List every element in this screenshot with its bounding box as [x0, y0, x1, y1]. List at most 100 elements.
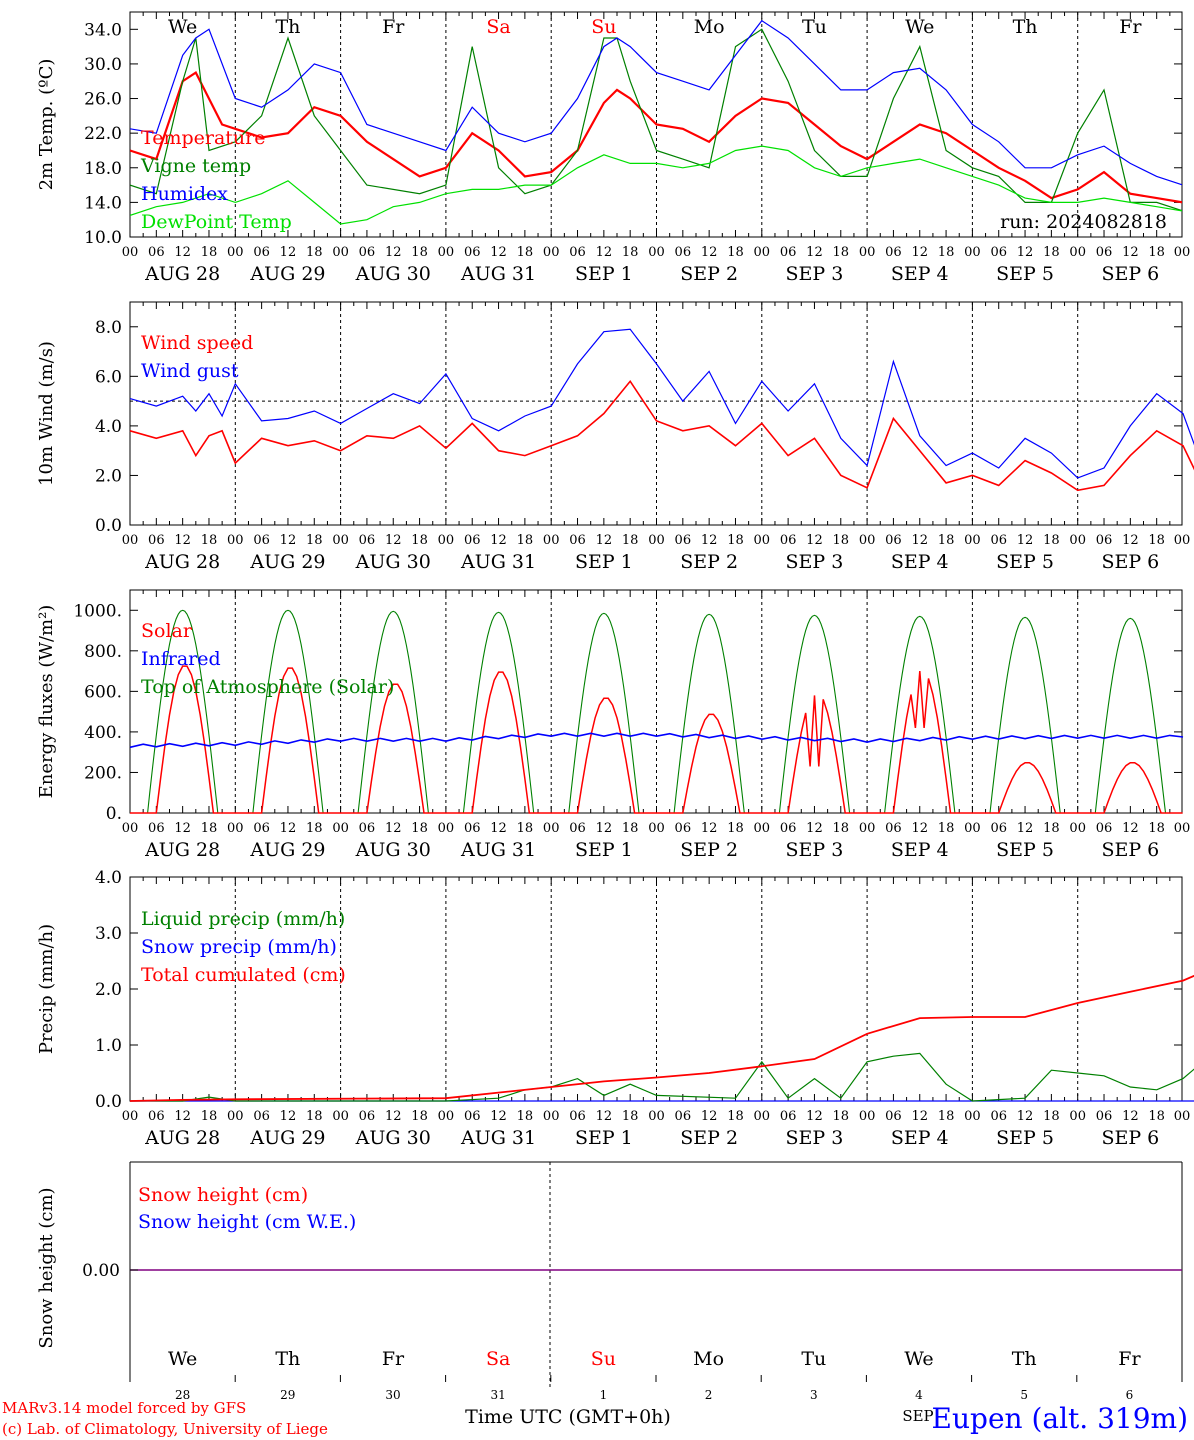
hour-tick-label: 06: [359, 533, 376, 548]
hour-tick-label: 06: [148, 1109, 165, 1124]
weekday-label: We: [904, 1348, 933, 1370]
hour-tick-label: 00: [1174, 533, 1191, 548]
hour-tick-label: 12: [385, 1109, 402, 1124]
hour-tick-label: 12: [385, 821, 402, 836]
hour-tick-label: 12: [490, 245, 507, 260]
hour-tick-label: 18: [411, 1109, 428, 1124]
series-infrared: [129, 732, 1184, 749]
location-label: Eupen (alt. 319m): [932, 1402, 1188, 1435]
hour-tick-label: 00: [964, 1109, 981, 1124]
weekday-label: Th: [1013, 16, 1038, 38]
date-label: AUG 28: [144, 1127, 220, 1149]
hour-tick-label: 06: [1096, 821, 1113, 836]
hour-tick-label: 06: [253, 821, 270, 836]
hour-tick-label: 06: [359, 821, 376, 836]
date-label: AUG 28: [144, 839, 220, 861]
hour-tick-label: 12: [701, 245, 718, 260]
hour-tick-label: 06: [253, 1109, 270, 1124]
hour-tick-label: 00: [1174, 1109, 1191, 1124]
hour-tick-label: 06: [569, 1109, 586, 1124]
hour-tick-label: 00: [1174, 821, 1191, 836]
day-number: 2: [705, 1388, 713, 1402]
hour-tick-label: 06: [990, 1109, 1007, 1124]
hour-tick-label: 18: [306, 1109, 323, 1124]
hour-tick-label: 12: [1017, 533, 1034, 548]
weekday-label: Sa: [486, 1348, 510, 1370]
hour-tick-label: 18: [833, 245, 850, 260]
date-label: SEP 3: [786, 1127, 844, 1149]
hour-tick-label: 06: [464, 821, 481, 836]
date-label: SEP 3: [786, 551, 844, 573]
date-label: SEP 4: [891, 839, 949, 861]
hour-tick-label: 00: [859, 245, 876, 260]
hour-tick-label: 06: [569, 821, 586, 836]
y-tick-label: 18.0: [84, 159, 122, 179]
hour-tick-label: 06: [253, 245, 270, 260]
date-label: SEP 3: [786, 263, 844, 285]
hour-tick-label: 06: [569, 245, 586, 260]
hour-tick-label: 18: [833, 821, 850, 836]
hour-tick-label: 18: [1148, 1109, 1165, 1124]
legend-entry: Total cumulated (cm): [141, 964, 346, 986]
hour-tick-label: 12: [174, 245, 191, 260]
hour-tick-label: 12: [280, 821, 297, 836]
day-number: 28: [175, 1388, 190, 1402]
hour-tick-label: 18: [938, 245, 955, 260]
series-wind-speed: [129, 379, 1194, 492]
weekday-label: Mo: [693, 1348, 724, 1370]
x-axis-label: Time UTC (GMT+0h): [465, 1406, 671, 1428]
date-label: SEP 5: [996, 1127, 1054, 1149]
date-label: AUG 29: [249, 839, 325, 861]
hour-tick-label: 00: [648, 821, 665, 836]
y-tick-label: 8.0: [95, 318, 122, 338]
hour-tick-label: 00: [754, 533, 771, 548]
series-vigne-temp: [130, 28, 1182, 212]
hour-tick-label: 18: [306, 821, 323, 836]
hour-tick-label: 06: [253, 533, 270, 548]
y-tick-label: 0.0: [95, 516, 122, 536]
hour-tick-label: 06: [990, 245, 1007, 260]
legend-entry: Solar: [141, 620, 193, 642]
series-total-cumulated: [129, 974, 1194, 1102]
weekday-label: Th: [275, 1348, 300, 1370]
hour-tick-label: 12: [596, 821, 613, 836]
hour-tick-label: 06: [675, 533, 692, 548]
hour-tick-label: 00: [648, 245, 665, 260]
weekday-label: Th: [275, 16, 300, 38]
day-number: 4: [915, 1388, 923, 1402]
hour-tick-label: 00: [438, 1109, 455, 1124]
y-tick-label: 200.: [84, 763, 122, 783]
date-label: SEP 6: [1101, 1127, 1159, 1149]
hour-tick-label: 12: [911, 1109, 928, 1124]
date-label: SEP 1: [575, 1127, 633, 1149]
date-label: SEP 4: [891, 1127, 949, 1149]
y-tick-label: 0.00: [82, 1261, 120, 1281]
hour-tick-label: 00: [543, 821, 560, 836]
hour-tick-label: 18: [938, 533, 955, 548]
weekday-label: Mo: [694, 16, 725, 38]
date-label: AUG 31: [460, 839, 536, 861]
legend-entry: Temperature: [141, 127, 265, 149]
y-tick-label: 600.: [84, 682, 122, 702]
hour-tick-label: 12: [280, 1109, 297, 1124]
legend-entry: Infrared: [141, 648, 221, 670]
legend-entry: Humidex: [141, 183, 228, 205]
y-tick-label: 0.0: [95, 1092, 122, 1112]
y-tick-label: 6.0: [95, 367, 122, 387]
day-number: 1: [600, 1388, 608, 1402]
hour-tick-label: 00: [754, 821, 771, 836]
date-label: SEP 4: [891, 263, 949, 285]
series-solar: [130, 665, 1183, 814]
weekday-label: Tu: [801, 1348, 826, 1370]
date-label: SEP 2: [680, 551, 738, 573]
hour-tick-label: 12: [490, 1109, 507, 1124]
hour-tick-label: 06: [1096, 245, 1113, 260]
hour-tick-label: 00: [543, 533, 560, 548]
date-label: SEP 3: [786, 839, 844, 861]
hour-tick-label: 00: [1069, 245, 1086, 260]
y-tick-label: 1000.: [73, 601, 122, 621]
hour-tick-label: 00: [332, 245, 349, 260]
y-tick-label: 14.0: [84, 193, 122, 213]
date-label: AUG 30: [355, 263, 431, 285]
